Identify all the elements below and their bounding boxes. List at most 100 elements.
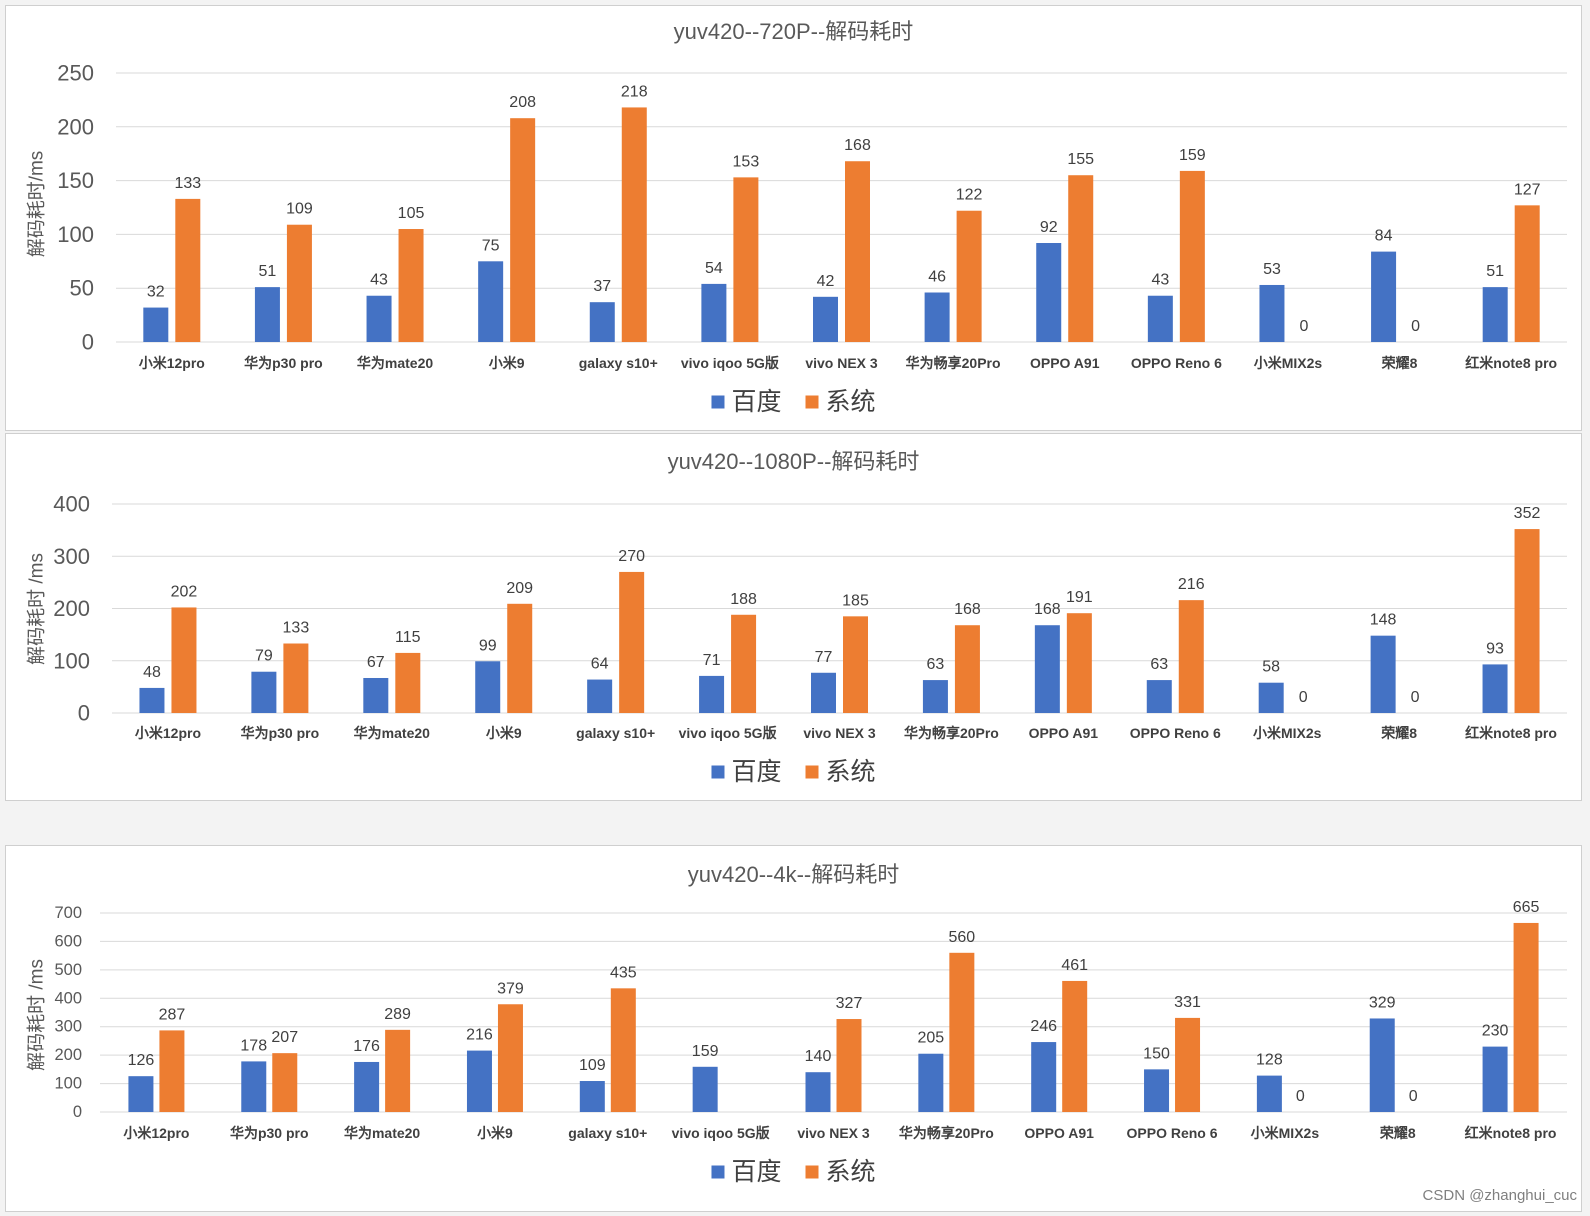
chart3-bar-s1-c5 [579,1081,605,1112]
chart3-data-label-s2-c2: 207 [271,1029,298,1046]
chart2-bars [139,529,1540,713]
chart3-data-label-s2-c5: 435 [610,964,637,981]
chart3-bar-s2-c10 [1175,1017,1201,1112]
chart3-y-tick-label: 300 [54,1018,82,1036]
chart2-data-label-s1-c7: 77 [815,649,833,666]
chart1-bar-s1-c4 [478,261,504,342]
chart2-legend: 百度 系统 [711,758,876,786]
chart3-y-tick-label: 500 [54,961,82,979]
chart3-y-tick-label: 100 [54,1075,82,1093]
chart3-data-label-s2-c11: 0 [1296,1088,1305,1105]
chart2-x-tick-label: 小米9 [486,725,522,741]
chart1-x-tick-label: 小米12pro [139,355,205,371]
chart-title: yuv420--720P--解码耗时 [674,19,914,44]
chart1-data-label-s1-c11: 53 [1263,261,1281,278]
chart1-data-label-s1-c8: 46 [928,269,946,286]
y-axis-title: 解码耗时 /ms [26,553,48,665]
chart1-legend: 百度 系统 [711,388,876,416]
chart3-gridlines [100,912,1567,1113]
chart1-bar-s1-c6 [701,283,727,342]
chart1-data-label-s2-c6: 153 [733,153,760,170]
chart2-data-label-s1-c12: 148 [1370,612,1397,629]
chart3-data-label-s2-c1: 287 [159,1006,186,1023]
chart3-bar-s1-c13 [1482,1046,1508,1112]
chart2-x-tick-label: 荣耀8 [1380,725,1417,741]
chart2-x-tick-label: 小米12pro [135,725,201,741]
chart1-x-tick-label: 华为畅享20Pro [906,355,1001,371]
chart2-bar-s1-c12 [1370,635,1396,713]
chart1-data-label-s1-c7: 42 [817,273,835,290]
chart1-legend-item-1: 百度 [711,388,782,416]
chart1-y-tick-label: 150 [57,168,94,193]
chart1-data-label-s1-c2: 51 [259,263,277,280]
chart1-data-label-s1-c10: 43 [1151,272,1169,289]
chart2-y-tick-label: 200 [53,596,90,621]
chart1-x-tick-label: vivo iqoo 5G版 [681,355,779,371]
chart2-bar-s1-c2 [251,671,277,713]
chart-4k: yuv420--4k--解码耗时 解码耗时 /ms 0 100 200 300 400 5… [26,862,1567,1186]
chart3-x-tick-label: 红米note8 pro [1465,1125,1557,1141]
chart1-y-tick-label: 0 [82,330,94,355]
chart2-legend-swatch-1 [711,765,725,779]
chart2-x-tick-label: galaxy s10+ [576,725,655,741]
chart2-bar-s2-c3 [395,652,421,713]
chart2-data-label-s1-c8: 63 [927,656,945,673]
chart3-legend: 百度 系统 [711,1158,876,1186]
chart2-data-labels: 48 202 79 133 67 115 99 209 64 270 71 188 77 185 63 168… [143,505,1540,706]
chart3-bar-s1-c6 [692,1066,718,1112]
chart-panel-1080p: yuv420--1080P--解码耗时 解码耗时 /ms 0 100 200 300 4… [5,433,1582,801]
chart1-bar-s2-c3 [398,229,424,342]
chart3-legend-item-1: 百度 [711,1158,782,1186]
chart1-legend-swatch-1 [711,395,725,409]
chart1-bar-s2-c2 [286,224,312,342]
chart3-x-tick-label: vivo NEX 3 [797,1125,870,1141]
chart1-bar-s1-c9 [1036,243,1062,342]
chart2-bar-s2-c7 [843,616,868,713]
chart-panel-720p: yuv420--720P--解码耗时 解码耗时/ms 0 50 100 150 200 2… [5,5,1582,431]
chart1-bar-s1-c11 [1259,284,1285,342]
chart1-legend-item-2: 系统 [805,388,876,416]
chart2-data-label-s2-c9: 191 [1066,589,1093,606]
chart3-x-axis: 小米12pro 华为p30 pro 华为mate20 小米9 galaxy s10+ vi… [123,1125,1556,1141]
chart2-data-label-s1-c2: 79 [255,648,273,665]
chart3-legend-label-2: 系统 [826,1158,876,1186]
chart1-data-label-s1-c6: 54 [705,260,723,277]
chart3-data-label-s1-c11: 128 [1256,1052,1283,1069]
chart3-data-label-s1-c6: 159 [692,1043,719,1060]
chart1-x-tick-label: 小米MIX2s [1254,355,1323,371]
chart3-data-label-s1-c9: 246 [1030,1018,1057,1035]
chart2-bar-s2-c2 [283,643,309,713]
chart1-x-tick-label: vivo NEX 3 [805,355,878,371]
chart3-y-tick-label: 200 [54,1046,82,1064]
chart1-data-label-s1-c13: 51 [1486,263,1504,280]
chart3-bar-s2-c8 [949,952,975,1112]
chart1-bar-s2-c4 [510,118,536,342]
chart1-y-tick-label: 100 [57,222,94,247]
chart2-data-label-s2-c10: 216 [1178,576,1205,593]
chart2-bar-s2-c13 [1514,529,1540,713]
chart2-bar-s1-c9 [1034,625,1060,713]
chart2-data-label-s2-c7: 185 [842,592,869,609]
chart1-data-label-s2-c5: 218 [621,83,648,100]
chart2-bar-s2-c6 [731,614,757,713]
chart3-bar-s1-c3 [354,1061,380,1112]
chart3-x-tick-label: 小米MIX2s [1251,1125,1320,1141]
chart1-data-label-s2-c1: 133 [174,175,201,192]
chart3-y-tick-label: 0 [73,1103,82,1121]
chart2-y-tick-label: 300 [53,544,90,569]
chart2-x-tick-label: 小米MIX2s [1253,725,1322,741]
chart1-data-label-s2-c10: 159 [1179,147,1206,164]
chart1-data-label-s2-c2: 109 [286,201,313,218]
chart2-bar-s2-c5 [619,571,645,713]
chart2-x-tick-label: 红米note8 pro [1465,725,1557,741]
chart1-bar-s1-c13 [1482,287,1508,342]
chart3-data-label-s1-c4: 216 [466,1027,493,1044]
chart1-data-label-s1-c3: 43 [370,272,388,289]
chart3-bar-s2-c4 [497,1004,523,1112]
chart2-data-label-s1-c11: 58 [1262,659,1280,676]
chart2-legend-label-2: 系统 [826,758,876,786]
chart3-x-tick-label: 小米9 [477,1125,513,1141]
chart1-x-tick-label: 荣耀8 [1381,355,1418,371]
chart-720p: yuv420--720P--解码耗时 解码耗时/ms 0 50 100 150 200 2… [26,19,1567,416]
